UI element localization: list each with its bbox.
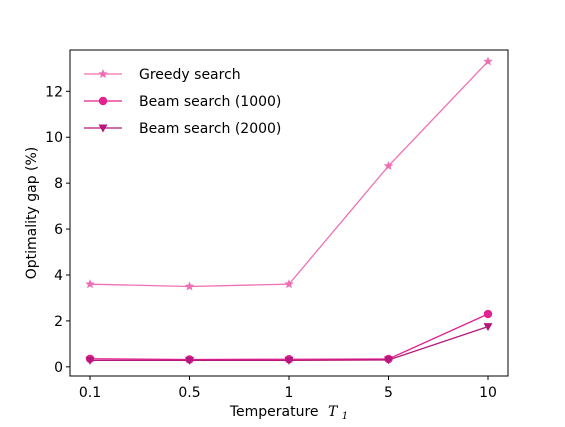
y-tick-label: 8 bbox=[54, 176, 63, 192]
data-point bbox=[85, 356, 95, 365]
y-tick-label: 10 bbox=[45, 130, 63, 146]
data-point bbox=[184, 281, 195, 291]
legend-item: Beam search (1000) bbox=[84, 94, 281, 110]
series-1 bbox=[85, 56, 493, 291]
legend-marker bbox=[98, 96, 108, 106]
legend-label: Beam search (2000) bbox=[139, 121, 281, 137]
x-tick-label: 10 bbox=[479, 385, 497, 401]
x-tick-label: 5 bbox=[384, 385, 393, 401]
legend: Greedy search Beam search (1000) Beam sear… bbox=[84, 67, 281, 137]
data-point bbox=[483, 309, 493, 319]
legend-item: Beam search (2000) bbox=[84, 121, 281, 137]
data-point bbox=[185, 356, 194, 365]
x-axis-label-symbol: T bbox=[328, 404, 339, 420]
y-axis-label: Optimality gap (%) bbox=[24, 147, 40, 280]
legend-label: Greedy search bbox=[139, 67, 241, 83]
series-3 bbox=[85, 323, 493, 365]
x-tick-label: 1 bbox=[285, 385, 294, 401]
data-point bbox=[85, 279, 95, 289]
data-point bbox=[284, 356, 294, 365]
y-tick-label: 2 bbox=[54, 314, 63, 330]
x-tick-label: 0.1 bbox=[79, 385, 101, 401]
data-point bbox=[384, 356, 393, 365]
data-point bbox=[383, 160, 394, 170]
y-tick-label: 6 bbox=[54, 222, 63, 238]
series-layer bbox=[85, 56, 493, 365]
legend-item: Greedy search bbox=[84, 67, 241, 83]
x-tick-label: 0.5 bbox=[178, 385, 200, 401]
y-tick-label: 0 bbox=[54, 360, 63, 376]
data-point bbox=[284, 279, 294, 289]
y-tick-label: 12 bbox=[45, 84, 63, 100]
x-ticks: 0.1 0.5 1 5 10 bbox=[79, 376, 497, 401]
data-point bbox=[483, 56, 493, 66]
x-axis-label: Temperature T 1 bbox=[229, 404, 348, 422]
plot-area bbox=[69, 49, 509, 377]
legend-marker bbox=[98, 124, 108, 133]
y-tick-label: 4 bbox=[54, 268, 63, 284]
data-point bbox=[483, 323, 493, 332]
legend-marker bbox=[98, 69, 108, 79]
x-axis-label-text: Temperature bbox=[229, 404, 319, 420]
x-axis-label-subscript: 1 bbox=[342, 411, 348, 422]
legend-label: Beam search (1000) bbox=[139, 94, 281, 110]
y-ticks: 0 2 4 6 8 10 12 bbox=[45, 84, 70, 376]
